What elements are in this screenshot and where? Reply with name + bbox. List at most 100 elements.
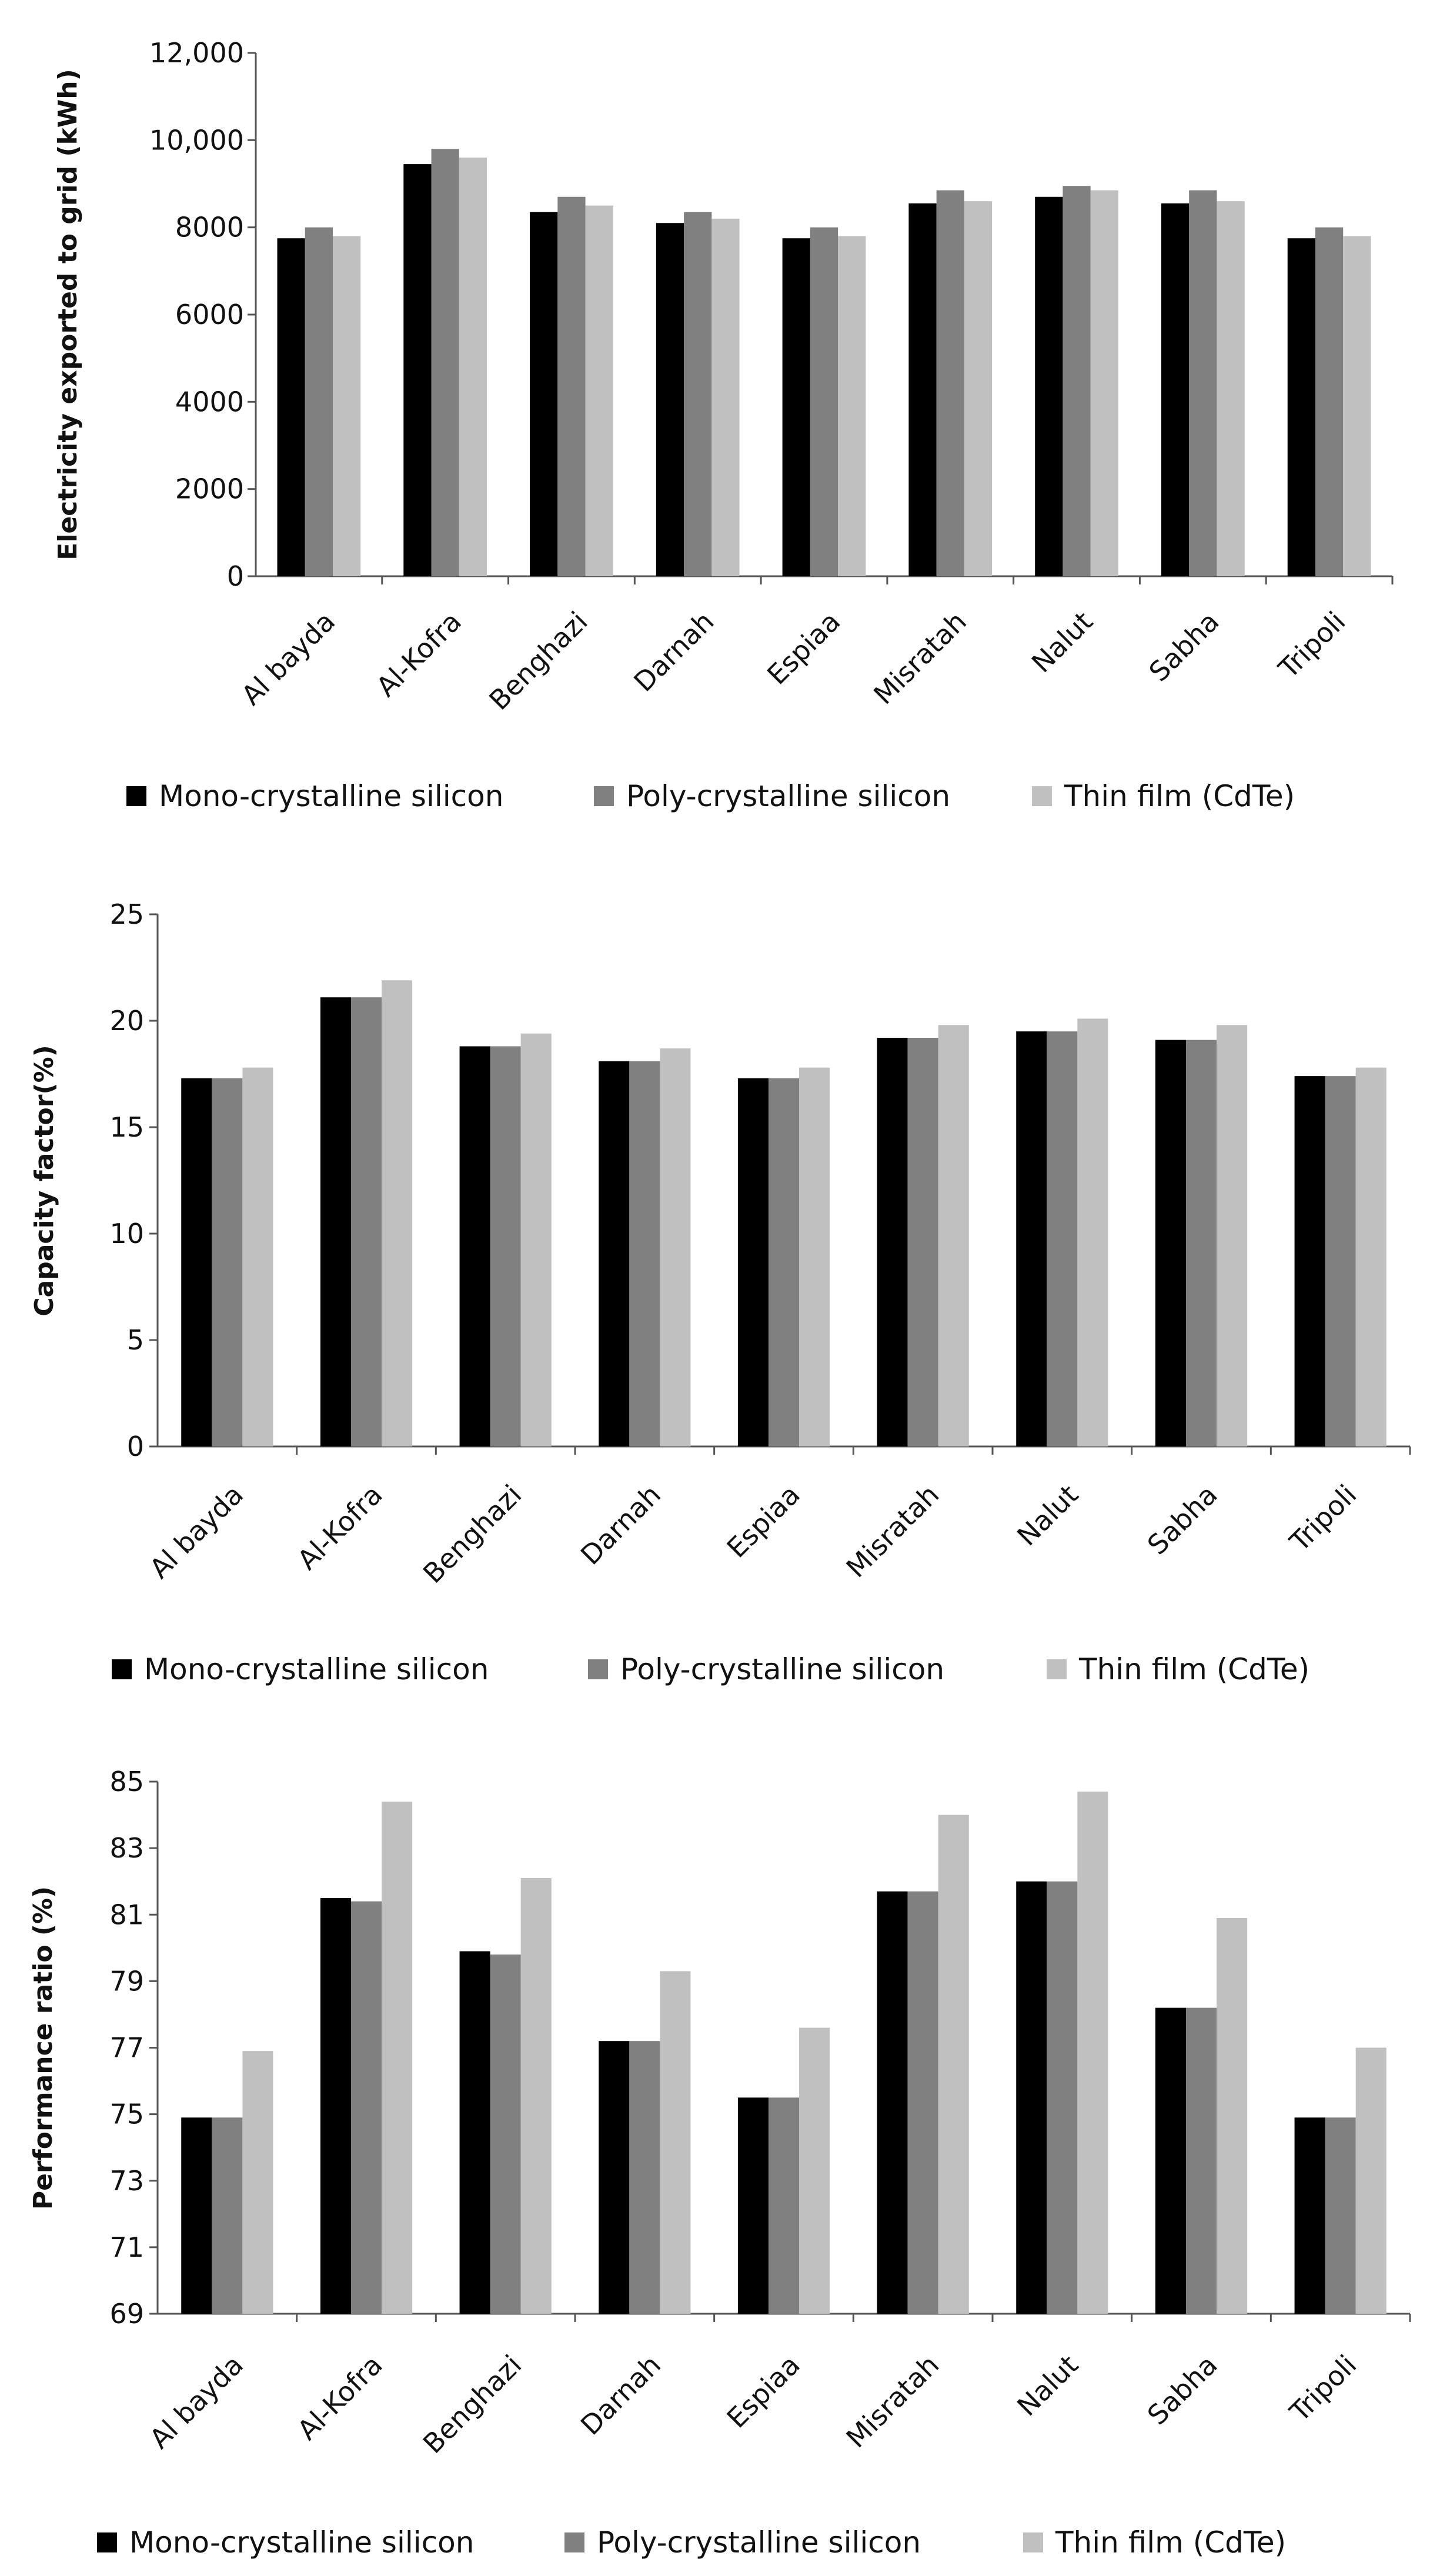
- bar: [799, 1067, 830, 1446]
- bar: [242, 1067, 273, 1446]
- bar: [768, 2097, 800, 2314]
- bar: [908, 203, 937, 576]
- bar: [1063, 186, 1091, 576]
- y-tick-label: 10,000: [149, 124, 244, 156]
- bar: [1161, 203, 1190, 576]
- y-tick-label: 79: [109, 1965, 144, 1997]
- legend-swatch: [564, 2532, 584, 2552]
- bar: [350, 1901, 382, 2314]
- bar: [1217, 201, 1245, 577]
- bar: [403, 164, 432, 576]
- bar: [1217, 1025, 1248, 1446]
- x-tick-label: Al bayda: [235, 606, 341, 711]
- y-tick-label: 83: [109, 1832, 144, 1864]
- bar: [1077, 1018, 1108, 1446]
- legend-label: Poly-crystalline silicon: [620, 1652, 944, 1686]
- y-tick-label: 25: [109, 898, 144, 930]
- bar: [629, 2041, 660, 2314]
- bar: [1016, 1031, 1047, 1446]
- bar: [1343, 236, 1371, 576]
- bar: [1035, 196, 1063, 576]
- bar: [350, 997, 382, 1446]
- y-tick-label: 5: [127, 1324, 144, 1356]
- bar: [1077, 1791, 1108, 2314]
- bar: [877, 1891, 908, 2314]
- bar: [320, 1897, 351, 2314]
- y-tick-label: 73: [109, 2165, 144, 2197]
- bar: [936, 190, 964, 576]
- x-tick-label: Al-Kofra: [291, 1479, 389, 1576]
- y-tick-label: 2000: [175, 473, 244, 505]
- bar: [1185, 2007, 1217, 2314]
- bar: [212, 2117, 243, 2314]
- x-tick-label: Nalut: [1011, 1479, 1084, 1552]
- bar: [656, 223, 684, 576]
- x-tick-label: Sabha: [1143, 606, 1225, 688]
- legend-swatch: [97, 2532, 117, 2552]
- y-tick-label: 71: [109, 2231, 144, 2263]
- legend-label: Mono-crystalline silicon: [159, 779, 503, 813]
- bar: [938, 1815, 969, 2314]
- x-tick-label: Espiaa: [761, 606, 846, 691]
- x-tick-label: Espiaa: [721, 2349, 806, 2434]
- bar: [382, 980, 413, 1446]
- x-tick-label: Al-Kofra: [370, 606, 467, 703]
- x-tick-label: Benghazi: [417, 2349, 527, 2460]
- bar: [490, 1954, 521, 2314]
- bar: [660, 1971, 691, 2314]
- bar: [277, 238, 305, 576]
- legend-label: Mono-crystalline silicon: [129, 2525, 474, 2560]
- bar: [1294, 2117, 1325, 2314]
- bar: [181, 2117, 212, 2314]
- bar: [181, 1078, 212, 1446]
- legend-label: Poly-crystalline silicon: [626, 779, 950, 813]
- y-tick-label: 81: [109, 1899, 144, 1930]
- legend-label: Mono-crystalline silicon: [144, 1652, 489, 1686]
- bar: [782, 238, 810, 576]
- x-tick-label: Al bayda: [143, 1479, 249, 1585]
- bar: [212, 1078, 243, 1446]
- bar: [1155, 2007, 1186, 2314]
- bar: [629, 1061, 660, 1446]
- performance-ratio-chart: 69 71 73 75 77 79 81 83 85 Performance ratio (%) A…: [28, 1766, 1411, 2560]
- legend-label: Thin film (CdTe): [1078, 1652, 1309, 1686]
- x-tick-label: Misratah: [840, 1479, 945, 1584]
- bar: [1155, 1040, 1186, 1446]
- legend-swatch: [112, 1659, 132, 1679]
- bar: [877, 1037, 908, 1446]
- bar: [459, 1951, 490, 2314]
- bar: [660, 1048, 691, 1446]
- bar: [684, 212, 712, 576]
- x-tick-label: Nalut: [1011, 2349, 1084, 2423]
- bar: [838, 236, 866, 576]
- x-tick-label: Benghazi: [417, 1479, 527, 1589]
- y-tick-label: 12,000: [149, 37, 244, 69]
- legend-swatch: [1047, 1659, 1067, 1679]
- x-tick-label: Tripoli: [1272, 606, 1351, 685]
- bar: [711, 218, 740, 576]
- y-axis-title: Capacity factor(%): [29, 1045, 59, 1317]
- bar: [1090, 190, 1118, 576]
- bar: [305, 227, 333, 577]
- bar: [599, 1061, 630, 1446]
- energy-export-chart: 0 2000 4000 6000 8000 10,000 12,000 Electricity…: [53, 37, 1394, 813]
- x-tick-label: Misratah: [840, 2349, 945, 2454]
- bar: [964, 201, 993, 577]
- y-tick-label: 10: [109, 1218, 144, 1249]
- y-tick-label: 69: [109, 2298, 144, 2330]
- bar: [1294, 1076, 1325, 1446]
- bar: [520, 1033, 552, 1446]
- x-tick-label: Darnah: [574, 2349, 667, 2441]
- bar: [799, 2027, 830, 2314]
- y-axis-title: Electricity exported to grid (kWh): [53, 69, 83, 560]
- bar: [490, 1046, 521, 1446]
- bar: [459, 1046, 490, 1446]
- legend-swatch: [126, 786, 146, 806]
- bar: [557, 196, 586, 576]
- legend-label: Poly-crystalline silicon: [597, 2525, 921, 2560]
- bar: [768, 1078, 800, 1446]
- x-tick-label: Darnah: [574, 1479, 667, 1571]
- x-tick-label: Sabha: [1141, 1479, 1224, 1561]
- bar: [1047, 1881, 1078, 2314]
- x-tick-label: Al-Kofra: [291, 2349, 389, 2447]
